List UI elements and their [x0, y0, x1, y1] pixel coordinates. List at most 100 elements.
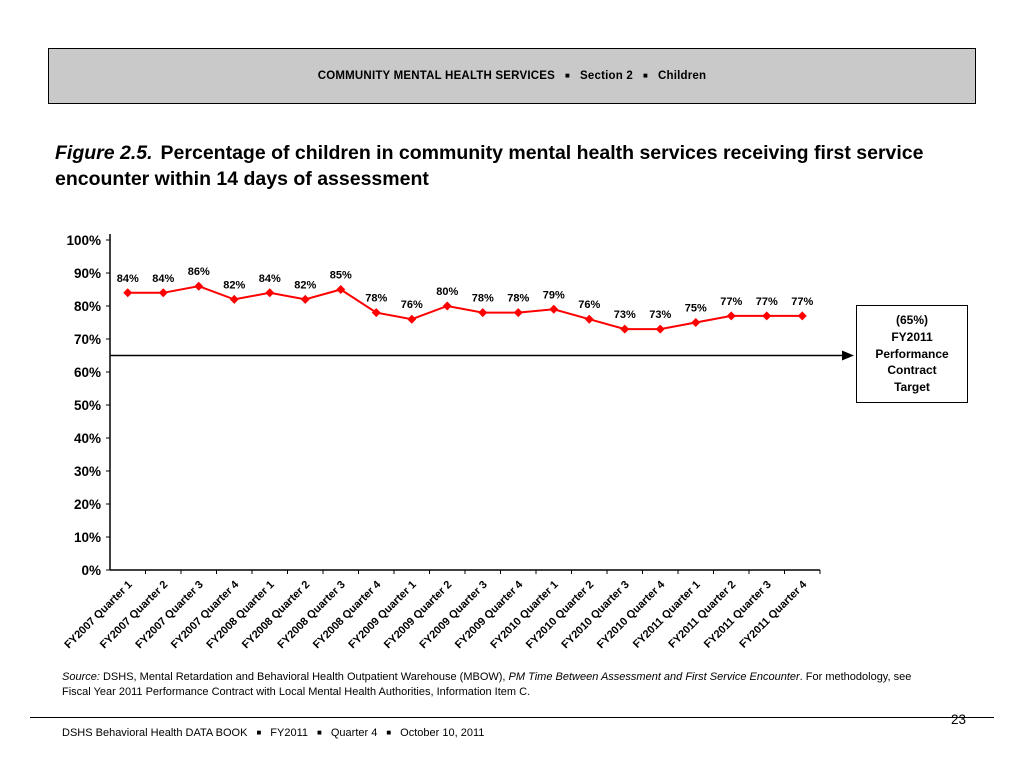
data-point-marker	[762, 311, 772, 321]
page-number: 23	[950, 712, 966, 727]
data-point-marker	[371, 308, 381, 318]
data-point-label: 75%	[685, 303, 707, 315]
target-arrowhead	[842, 350, 854, 361]
data-point-label: 77%	[756, 296, 778, 308]
x-axis-label: FY2008 Quarter 2	[240, 579, 312, 651]
x-axis-label: FY2008 Quarter 1	[204, 579, 276, 651]
data-point-label: 76%	[401, 299, 423, 311]
header-section: Section 2	[580, 70, 633, 82]
y-axis-label: 10%	[74, 530, 101, 545]
footer-date: October 10, 2011	[400, 727, 485, 739]
data-point-label: 82%	[223, 279, 245, 291]
bullet-icon: ■	[642, 70, 649, 80]
x-axis-label: FY2011 Quarter 1	[631, 579, 703, 651]
figure-number-label: Figure 2.5.	[55, 142, 153, 164]
data-point-marker	[194, 281, 204, 291]
figure-title: Figure 2.5. Percentage of children in com…	[55, 140, 960, 193]
data-point-marker	[336, 285, 346, 294]
data-point-marker	[123, 288, 133, 298]
data-point-marker	[584, 314, 594, 324]
bullet-icon: ■	[386, 727, 392, 737]
source-note-segment: PM Time Between Assessment and First Ser…	[508, 671, 800, 683]
bullet-icon: ■	[256, 727, 262, 737]
footer-text: DSHS Behavioral Health DATA BOOK ■ FY201…	[62, 727, 484, 739]
data-point-marker	[797, 311, 807, 321]
series-line	[127, 285, 803, 331]
x-axis-label: FY2011 Quarter 3	[702, 579, 774, 651]
x-axis-label: FY2007 Quarter 1	[62, 579, 134, 651]
data-point-marker	[158, 288, 168, 298]
target-label-line: FY2011	[891, 329, 933, 344]
x-axis-label: FY2010 Quarter 4	[595, 578, 668, 651]
y-axis-label: 70%	[74, 332, 101, 347]
x-axis-label: FY2007 Quarter 3	[133, 579, 205, 651]
data-point-label: 82%	[294, 279, 316, 291]
data-point-marker	[265, 288, 275, 298]
data-point-marker	[229, 294, 239, 304]
data-point-marker	[513, 308, 523, 318]
y-axis-label: 80%	[74, 299, 101, 314]
figure-title-text: Percentage of children in community ment…	[55, 142, 924, 191]
y-axis-label: 0%	[81, 563, 101, 578]
data-point-marker	[300, 294, 310, 304]
source-note: Source: DSHS, Mental Retardation and Beh…	[62, 670, 924, 701]
target-label-line: Contract	[887, 363, 937, 378]
x-axis-label: FY2007 Quarter 2	[98, 579, 170, 651]
line-chart: 0% 10% 20% 30% 40% 50% 60% 70% 80% 90% 100% FY2007 …	[50, 222, 970, 674]
bullet-icon: ■	[564, 70, 571, 80]
footer-fiscal-year: FY2011	[270, 727, 309, 739]
data-point-label: 84%	[259, 273, 281, 285]
x-axis-label: FY2009 Quarter 2	[382, 579, 454, 651]
x-axis-label: FY2010 Quarter 3	[559, 579, 631, 651]
data-point-label: 73%	[649, 309, 671, 321]
footer-quarter: Quarter 4	[330, 727, 378, 739]
bullet-icon: ■	[317, 727, 322, 737]
y-axis-label: 30%	[74, 464, 101, 479]
x-axis-label: FY2009 Quarter 4	[453, 578, 526, 651]
data-point-marker	[549, 304, 559, 314]
x-axis-label: FY2008 Quarter 3	[275, 579, 347, 651]
data-point-label: 76%	[578, 299, 600, 311]
footer-divider	[30, 717, 994, 718]
target-annotation-box: (65%) FY2011 Performance Contract Target	[856, 305, 968, 403]
y-axis-label: 20%	[74, 497, 101, 512]
data-point-label: 80%	[436, 286, 458, 298]
y-axis-label: 60%	[74, 365, 101, 380]
x-axis-label: FY2011 Quarter 4	[737, 578, 810, 651]
x-axis-label: FY2010 Quarter 2	[524, 579, 596, 651]
data-point-label: 84%	[117, 273, 139, 285]
source-note-segment: Source:	[62, 671, 100, 683]
y-axis-label: 90%	[74, 266, 101, 281]
x-axis-label: FY2009 Quarter 3	[417, 579, 489, 651]
data-point-label: 78%	[507, 293, 529, 305]
source-note-segment: . For methodology, see Fiscal Year 2011 …	[62, 671, 912, 699]
data-point-label: 77%	[720, 296, 742, 308]
target-label-line: (65%)	[895, 313, 928, 327]
data-point-label: 73%	[614, 309, 636, 321]
header-audience: Children	[658, 70, 707, 82]
data-point-label: 85%	[330, 270, 352, 282]
data-point-marker	[691, 318, 701, 327]
data-point-label: 77%	[791, 296, 813, 308]
x-axis-label: FY2008 Quarter 4	[311, 578, 384, 651]
target-label-line: Target	[894, 380, 930, 395]
data-point-marker	[726, 311, 736, 321]
y-axis-label: 100%	[66, 233, 101, 248]
x-axis-label: FY2011 Quarter 2	[666, 579, 738, 651]
footer-book-title: DSHS Behavioral Health DATA BOOK	[62, 727, 248, 739]
page-header-banner: COMMUNITY MENTAL HEALTH SERVICES ■ Secti…	[48, 48, 976, 104]
data-point-marker	[407, 314, 417, 324]
x-axis-label: FY2010 Quarter 1	[488, 579, 560, 651]
data-point-marker	[620, 324, 630, 334]
data-point-marker	[442, 301, 452, 311]
source-note-segment: DSHS, Mental Retardation and Behavioral …	[99, 671, 509, 683]
header-title: COMMUNITY MENTAL HEALTH SERVICES	[317, 70, 555, 82]
data-point-label: 79%	[543, 289, 565, 301]
x-axis-label: FY2009 Quarter 1	[346, 579, 418, 651]
data-point-label: 78%	[365, 293, 387, 305]
y-axis-label: 50%	[74, 398, 101, 413]
data-point-marker	[478, 308, 488, 318]
data-point-label: 84%	[152, 273, 174, 285]
data-point-label: 78%	[472, 293, 494, 305]
